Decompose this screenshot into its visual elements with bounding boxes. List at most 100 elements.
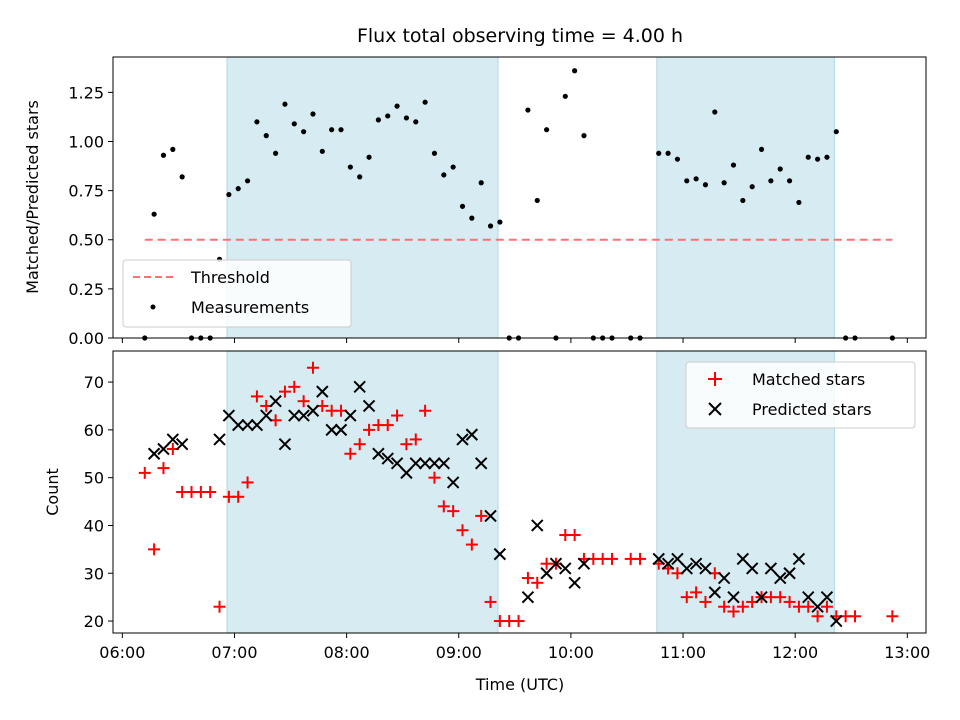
top-shade-band-1	[656, 56, 835, 339]
matched-star-point	[138, 466, 151, 479]
predicted-star-point	[306, 404, 320, 417]
bottom-axes-frame	[112, 350, 927, 634]
measurement-point	[693, 176, 699, 182]
matched-star-point	[447, 505, 460, 518]
matched-star-point	[400, 438, 413, 451]
measurement-point	[151, 211, 157, 217]
measurement-points	[142, 68, 895, 341]
top-panel: 0.00 0.25 0.50 0.75 1.00 1.25 Matched/Predict…	[23, 56, 927, 348]
measurement-point	[179, 174, 185, 180]
predicted-star-point	[540, 567, 553, 580]
predicted-star-point	[774, 571, 787, 585]
bottom-x-tick-label: 13:00	[884, 643, 930, 662]
measurement-point	[796, 199, 802, 206]
measurement-point	[226, 191, 232, 198]
predicted-star-point	[792, 552, 806, 566]
predicted-star-point	[400, 466, 413, 480]
predicted-star-point	[147, 447, 161, 460]
predicted-star-point	[344, 409, 357, 422]
measurement-point	[319, 148, 325, 154]
measurement-point	[441, 172, 447, 178]
bottom-shade-band-0	[226, 350, 499, 634]
predicted-star-point	[297, 409, 310, 422]
bottom-y-tick-label: 40	[84, 516, 104, 535]
measurement-point	[544, 127, 550, 133]
matched-star-point	[381, 419, 394, 432]
measurement-point	[721, 180, 727, 186]
matched-star-point	[568, 529, 581, 542]
matched-star-point	[475, 509, 488, 522]
measurement-point	[366, 154, 372, 160]
matched-star-point	[521, 572, 534, 585]
legend-predicted-label: Predicted stars	[752, 400, 872, 419]
top-legend: Threshold Measurements	[122, 259, 352, 328]
matched-star-point	[148, 543, 161, 556]
predicted-star-point	[260, 409, 273, 422]
measurement-point	[310, 111, 316, 117]
predicted-star-point	[802, 590, 815, 604]
matched-star-point	[606, 552, 619, 565]
predicted-star-point	[820, 590, 834, 604]
predicted-stars-points	[147, 380, 843, 628]
measurement-point	[740, 197, 746, 204]
measurement-point	[338, 127, 344, 133]
measurement-point	[244, 178, 251, 184]
predicted-star-point	[465, 428, 479, 441]
predicted-star-point	[418, 457, 432, 470]
matched-star-point	[456, 524, 469, 537]
predicted-star-point	[717, 571, 731, 585]
matched-star-point	[680, 591, 693, 604]
matched-star-point	[353, 438, 366, 451]
measurement-point	[273, 150, 279, 156]
measurement-point	[263, 133, 269, 139]
predicted-star-point	[531, 519, 544, 532]
predicted-star-point	[745, 562, 759, 575]
predicted-star-point	[334, 423, 348, 437]
matched-star-point	[718, 600, 731, 613]
matched-star-point	[512, 615, 525, 628]
bottom-x-tick-label: 09:00	[436, 643, 482, 662]
bottom-x-tick-label: 11:00	[660, 643, 706, 662]
measurement-point	[329, 127, 335, 133]
predicted-star-point	[661, 557, 675, 570]
measurement-point	[394, 103, 400, 109]
bottom-panel: 20 30 40 50 60 70 06:00 07:00 08:00 09:00 10:00 11…	[43, 350, 930, 694]
predicted-star-point	[166, 433, 180, 446]
measurement-point	[730, 162, 737, 168]
legend-threshold-label: Threshold	[190, 268, 270, 287]
predicted-star-point	[362, 399, 376, 413]
predicted-star-point	[689, 557, 703, 570]
matched-star-point	[232, 490, 245, 503]
predicted-star-point	[456, 433, 469, 446]
measurement-point	[572, 68, 578, 74]
legend-measurements-label: Measurements	[191, 298, 309, 317]
measurement-point	[674, 156, 681, 162]
top-y-tick-label: 1.00	[68, 132, 104, 151]
bottom-x-tick-label: 08:00	[324, 643, 370, 662]
predicted-star-point	[699, 562, 712, 575]
top-y-tick-label: 0.75	[68, 182, 104, 201]
matched-star-point	[306, 361, 319, 374]
measurement-point	[665, 150, 671, 156]
measurement-point	[777, 166, 783, 172]
legend-predicted-swatch	[708, 402, 722, 416]
predicted-star-point	[381, 452, 394, 465]
predicted-star-point	[484, 509, 497, 523]
predicted-star-point	[353, 380, 366, 394]
matched-star-point	[774, 591, 787, 604]
measurement-point	[497, 219, 503, 225]
measurement-point	[235, 186, 241, 192]
bottom-y-tick-label: 20	[84, 612, 104, 631]
predicted-star-point	[213, 433, 226, 446]
top-legend-box	[122, 259, 352, 328]
predicted-star-point	[493, 547, 507, 561]
matched-star-point	[727, 605, 740, 618]
predicted-star-point	[250, 418, 264, 432]
measurement-point	[815, 156, 821, 162]
measurement-point	[758, 146, 765, 152]
predicted-star-point	[764, 562, 778, 575]
predicted-star-point	[288, 409, 301, 422]
matched-star-point	[811, 610, 824, 623]
matched-star-point	[886, 610, 899, 623]
measurement-point	[160, 152, 167, 158]
